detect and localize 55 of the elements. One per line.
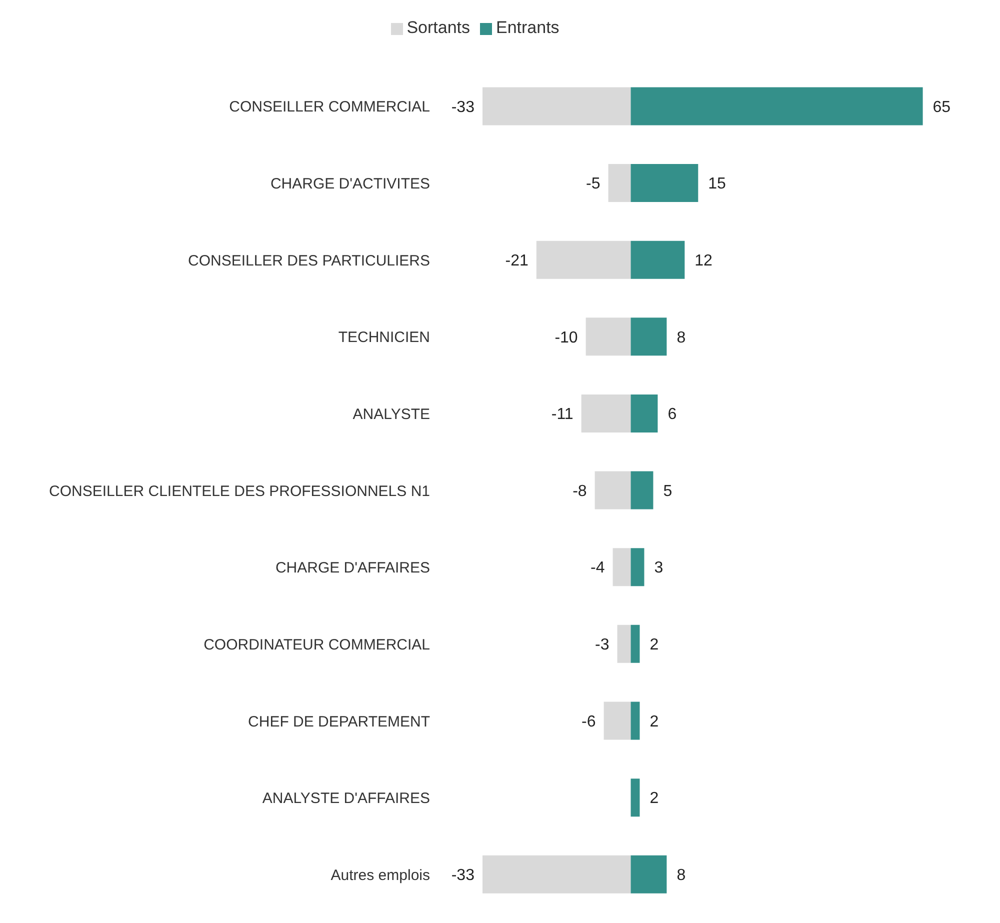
legend-label: Sortants (406, 18, 470, 37)
bar (630, 240, 685, 279)
bar (594, 471, 631, 510)
y-tick-label: Autres emplois (330, 866, 430, 884)
bar (482, 855, 631, 894)
y-tick-label: CONSEILLER COMMERCIAL (229, 98, 430, 116)
data-label: 15 (708, 176, 726, 193)
data-label: -33 (451, 98, 475, 116)
bar (604, 702, 631, 740)
y-tick-label: COORDINATEUR COMMERCIAL (204, 636, 430, 654)
bar (608, 164, 631, 202)
bar (536, 240, 631, 279)
data-label: 12 (694, 252, 713, 270)
bar (630, 164, 698, 202)
bar (630, 855, 667, 894)
bar (630, 471, 654, 510)
bar (617, 624, 631, 663)
bar (612, 548, 631, 586)
data-label: 6 (668, 406, 677, 424)
data-label: 5 (663, 482, 672, 500)
data-label: 3 (654, 560, 664, 577)
bar (482, 87, 631, 126)
bar (630, 394, 658, 432)
y-tick-label: ANALYSTE (352, 406, 430, 424)
y-tick-label: CHARGE D'AFFAIRES (275, 560, 430, 577)
data-label: 2 (650, 713, 659, 730)
bar (581, 394, 631, 432)
data-label: -33 (451, 866, 475, 884)
data-label: -10 (554, 329, 578, 346)
bar (630, 548, 644, 586)
data-label: 2 (650, 636, 659, 654)
bar (630, 87, 923, 126)
data-label: 2 (650, 790, 659, 808)
bar (586, 318, 631, 356)
data-label: -8 (572, 482, 587, 500)
y-tick-label: TECHNICIEN (338, 329, 430, 346)
bar (630, 702, 640, 740)
data-label: 8 (676, 329, 686, 346)
data-label: -4 (590, 560, 605, 577)
data-label: -11 (551, 406, 574, 424)
data-label: -3 (595, 636, 610, 654)
y-tick-label: CHARGE D'ACTIVITES (270, 176, 430, 193)
y-tick-label: CONSEILLER DES PARTICULIERS (188, 252, 430, 270)
bar (630, 624, 640, 663)
y-tick-label: CONSEILLER CLIENTELE DES PROFESSIONNELS N1 (49, 482, 430, 500)
data-label: -21 (505, 252, 528, 270)
data-label: -5 (586, 176, 600, 193)
bar (630, 778, 640, 817)
legend-label: Entrants (496, 18, 560, 37)
y-tick-label: CHEF DE DEPARTEMENT (248, 713, 430, 730)
data-label: 65 (932, 98, 951, 116)
data-label: 8 (676, 866, 686, 884)
data-label: -6 (582, 713, 596, 730)
bar (630, 318, 667, 356)
y-tick-label: ANALYSTE D'AFFAIRES (262, 790, 430, 808)
